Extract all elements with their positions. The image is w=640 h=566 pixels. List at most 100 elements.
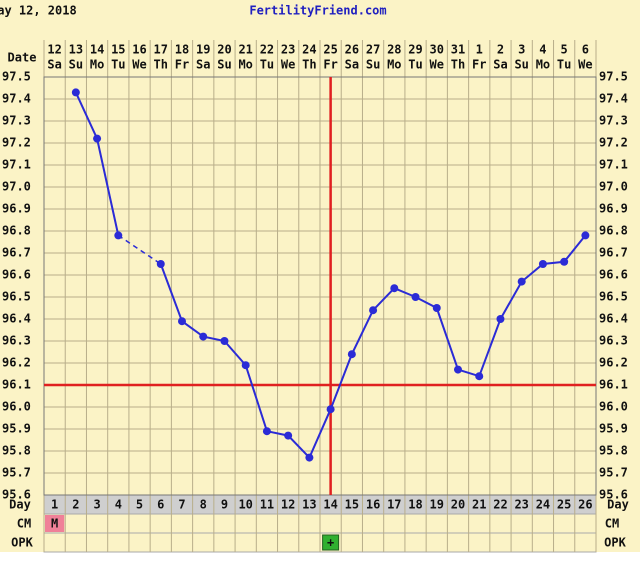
date-label: 29 bbox=[408, 43, 422, 57]
temperature-point bbox=[538, 260, 547, 268]
date-label: 1 bbox=[476, 43, 483, 57]
weekday-label: We bbox=[132, 58, 146, 72]
weekday-label: Mo bbox=[238, 58, 252, 72]
y-tick-label-right: 96.6 bbox=[599, 268, 628, 282]
y-tick-label: 96.2 bbox=[2, 356, 31, 370]
weekday-label: Tu bbox=[408, 58, 422, 72]
day-number: 24 bbox=[536, 498, 550, 512]
y-tick-label: 97.5 bbox=[2, 70, 31, 84]
y-tick-label-right: 96.3 bbox=[599, 334, 628, 348]
day-number: 13 bbox=[302, 498, 316, 512]
day-number: 12 bbox=[281, 498, 295, 512]
opk-value: + bbox=[327, 536, 334, 550]
opk-label: OPK bbox=[11, 536, 33, 550]
temperature-point bbox=[305, 453, 314, 462]
day-number: 22 bbox=[493, 498, 507, 512]
date-label: 31 bbox=[451, 43, 465, 57]
temperature-point bbox=[347, 350, 356, 359]
temperature-point bbox=[114, 231, 123, 240]
temperature-point bbox=[369, 306, 378, 315]
temperature-point bbox=[326, 405, 335, 414]
y-tick-label-right: 97.5 bbox=[599, 70, 628, 84]
cm-value: M bbox=[51, 517, 58, 531]
day-number: 10 bbox=[238, 498, 252, 512]
weekday-label: Sa bbox=[196, 58, 210, 72]
y-tick-label-right: 97.4 bbox=[599, 92, 628, 106]
day-number: 8 bbox=[200, 498, 207, 512]
date-label: 22 bbox=[260, 43, 274, 57]
weekday-label: Tu bbox=[111, 58, 125, 72]
day-number: 7 bbox=[178, 498, 185, 512]
y-tick-label: 95.8 bbox=[2, 444, 31, 458]
y-tick-label-right: 97.0 bbox=[599, 180, 628, 194]
weekday-label: Su bbox=[69, 58, 83, 72]
y-tick-label: 97.3 bbox=[2, 114, 31, 128]
weekday-label: Sa bbox=[493, 58, 507, 72]
temperature-point bbox=[390, 284, 399, 293]
day-number: 17 bbox=[387, 498, 401, 512]
date-label: 6 bbox=[582, 43, 589, 57]
chart-title: May 12, 2018 bbox=[0, 4, 77, 18]
y-tick-label: 96.3 bbox=[2, 334, 31, 348]
weekday-label: We bbox=[281, 58, 295, 72]
date-label: 21 bbox=[238, 43, 252, 57]
date-label: 12 bbox=[47, 43, 61, 57]
temperature-point bbox=[475, 372, 484, 381]
temperature-point bbox=[432, 304, 441, 312]
day-number: 19 bbox=[430, 498, 444, 512]
day-number: 21 bbox=[472, 498, 486, 512]
day-number: 23 bbox=[514, 498, 528, 512]
date-label: 24 bbox=[302, 43, 316, 57]
date-label: 28 bbox=[387, 43, 401, 57]
date-label: 2 bbox=[497, 43, 504, 57]
temperature-point bbox=[284, 431, 293, 440]
date-label: 5 bbox=[561, 43, 568, 57]
day-number: 6 bbox=[157, 498, 164, 512]
day-number: 20 bbox=[451, 498, 465, 512]
y-tick-label: 95.6 bbox=[2, 488, 31, 502]
y-tick-label-right: 97.2 bbox=[599, 136, 628, 150]
opk-label-right: OPK bbox=[604, 536, 626, 550]
day-label: Day bbox=[9, 498, 31, 512]
day-number: 26 bbox=[578, 498, 592, 512]
y-tick-label-right: 95.7 bbox=[599, 466, 628, 480]
date-label: 20 bbox=[217, 43, 231, 57]
day-number: 1 bbox=[51, 498, 58, 512]
y-tick-label: 96.6 bbox=[2, 268, 31, 282]
temperature-point bbox=[517, 277, 526, 286]
weekday-label: Tu bbox=[260, 58, 274, 72]
date-label: 15 bbox=[111, 43, 125, 57]
y-tick-label-right: 95.9 bbox=[599, 422, 628, 436]
date-label: 27 bbox=[366, 43, 380, 57]
y-tick-label-right: 97.1 bbox=[599, 158, 628, 172]
temperature-point bbox=[454, 365, 462, 374]
plot-frame bbox=[43, 76, 597, 496]
y-tick-label-right: 96.0 bbox=[599, 400, 628, 414]
day-number: 4 bbox=[115, 498, 122, 512]
weekday-label: Mo bbox=[387, 58, 401, 72]
cm-label-right: CM bbox=[605, 517, 619, 531]
weekday-label: Fr bbox=[323, 58, 337, 72]
y-tick-label-right: 96.7 bbox=[599, 246, 628, 260]
date-label: 23 bbox=[281, 43, 295, 57]
weekday-label: Su bbox=[366, 58, 380, 72]
weekday-label: Fr bbox=[472, 58, 486, 72]
temperature-point bbox=[411, 293, 420, 301]
y-tick-label-right: 96.9 bbox=[599, 202, 628, 216]
y-tick-label: 96.0 bbox=[2, 400, 31, 414]
y-tick-label-right: 96.2 bbox=[599, 356, 628, 370]
weekday-label: Mo bbox=[90, 58, 104, 72]
temperature-point bbox=[178, 317, 186, 326]
day-number: 15 bbox=[345, 498, 359, 512]
day-number: 11 bbox=[260, 498, 274, 512]
date-label: 3 bbox=[518, 43, 525, 57]
day-number: 9 bbox=[221, 498, 228, 512]
date-label: 4 bbox=[539, 43, 546, 57]
y-tick-label: 96.4 bbox=[2, 312, 31, 326]
y-tick-label-right: 96.5 bbox=[599, 290, 628, 304]
date-label: 13 bbox=[69, 43, 83, 57]
day-number: 2 bbox=[72, 498, 79, 512]
temperature-point bbox=[220, 337, 229, 345]
y-tick-label: 96.7 bbox=[2, 246, 31, 260]
y-tick-label-right: 96.4 bbox=[599, 312, 628, 326]
